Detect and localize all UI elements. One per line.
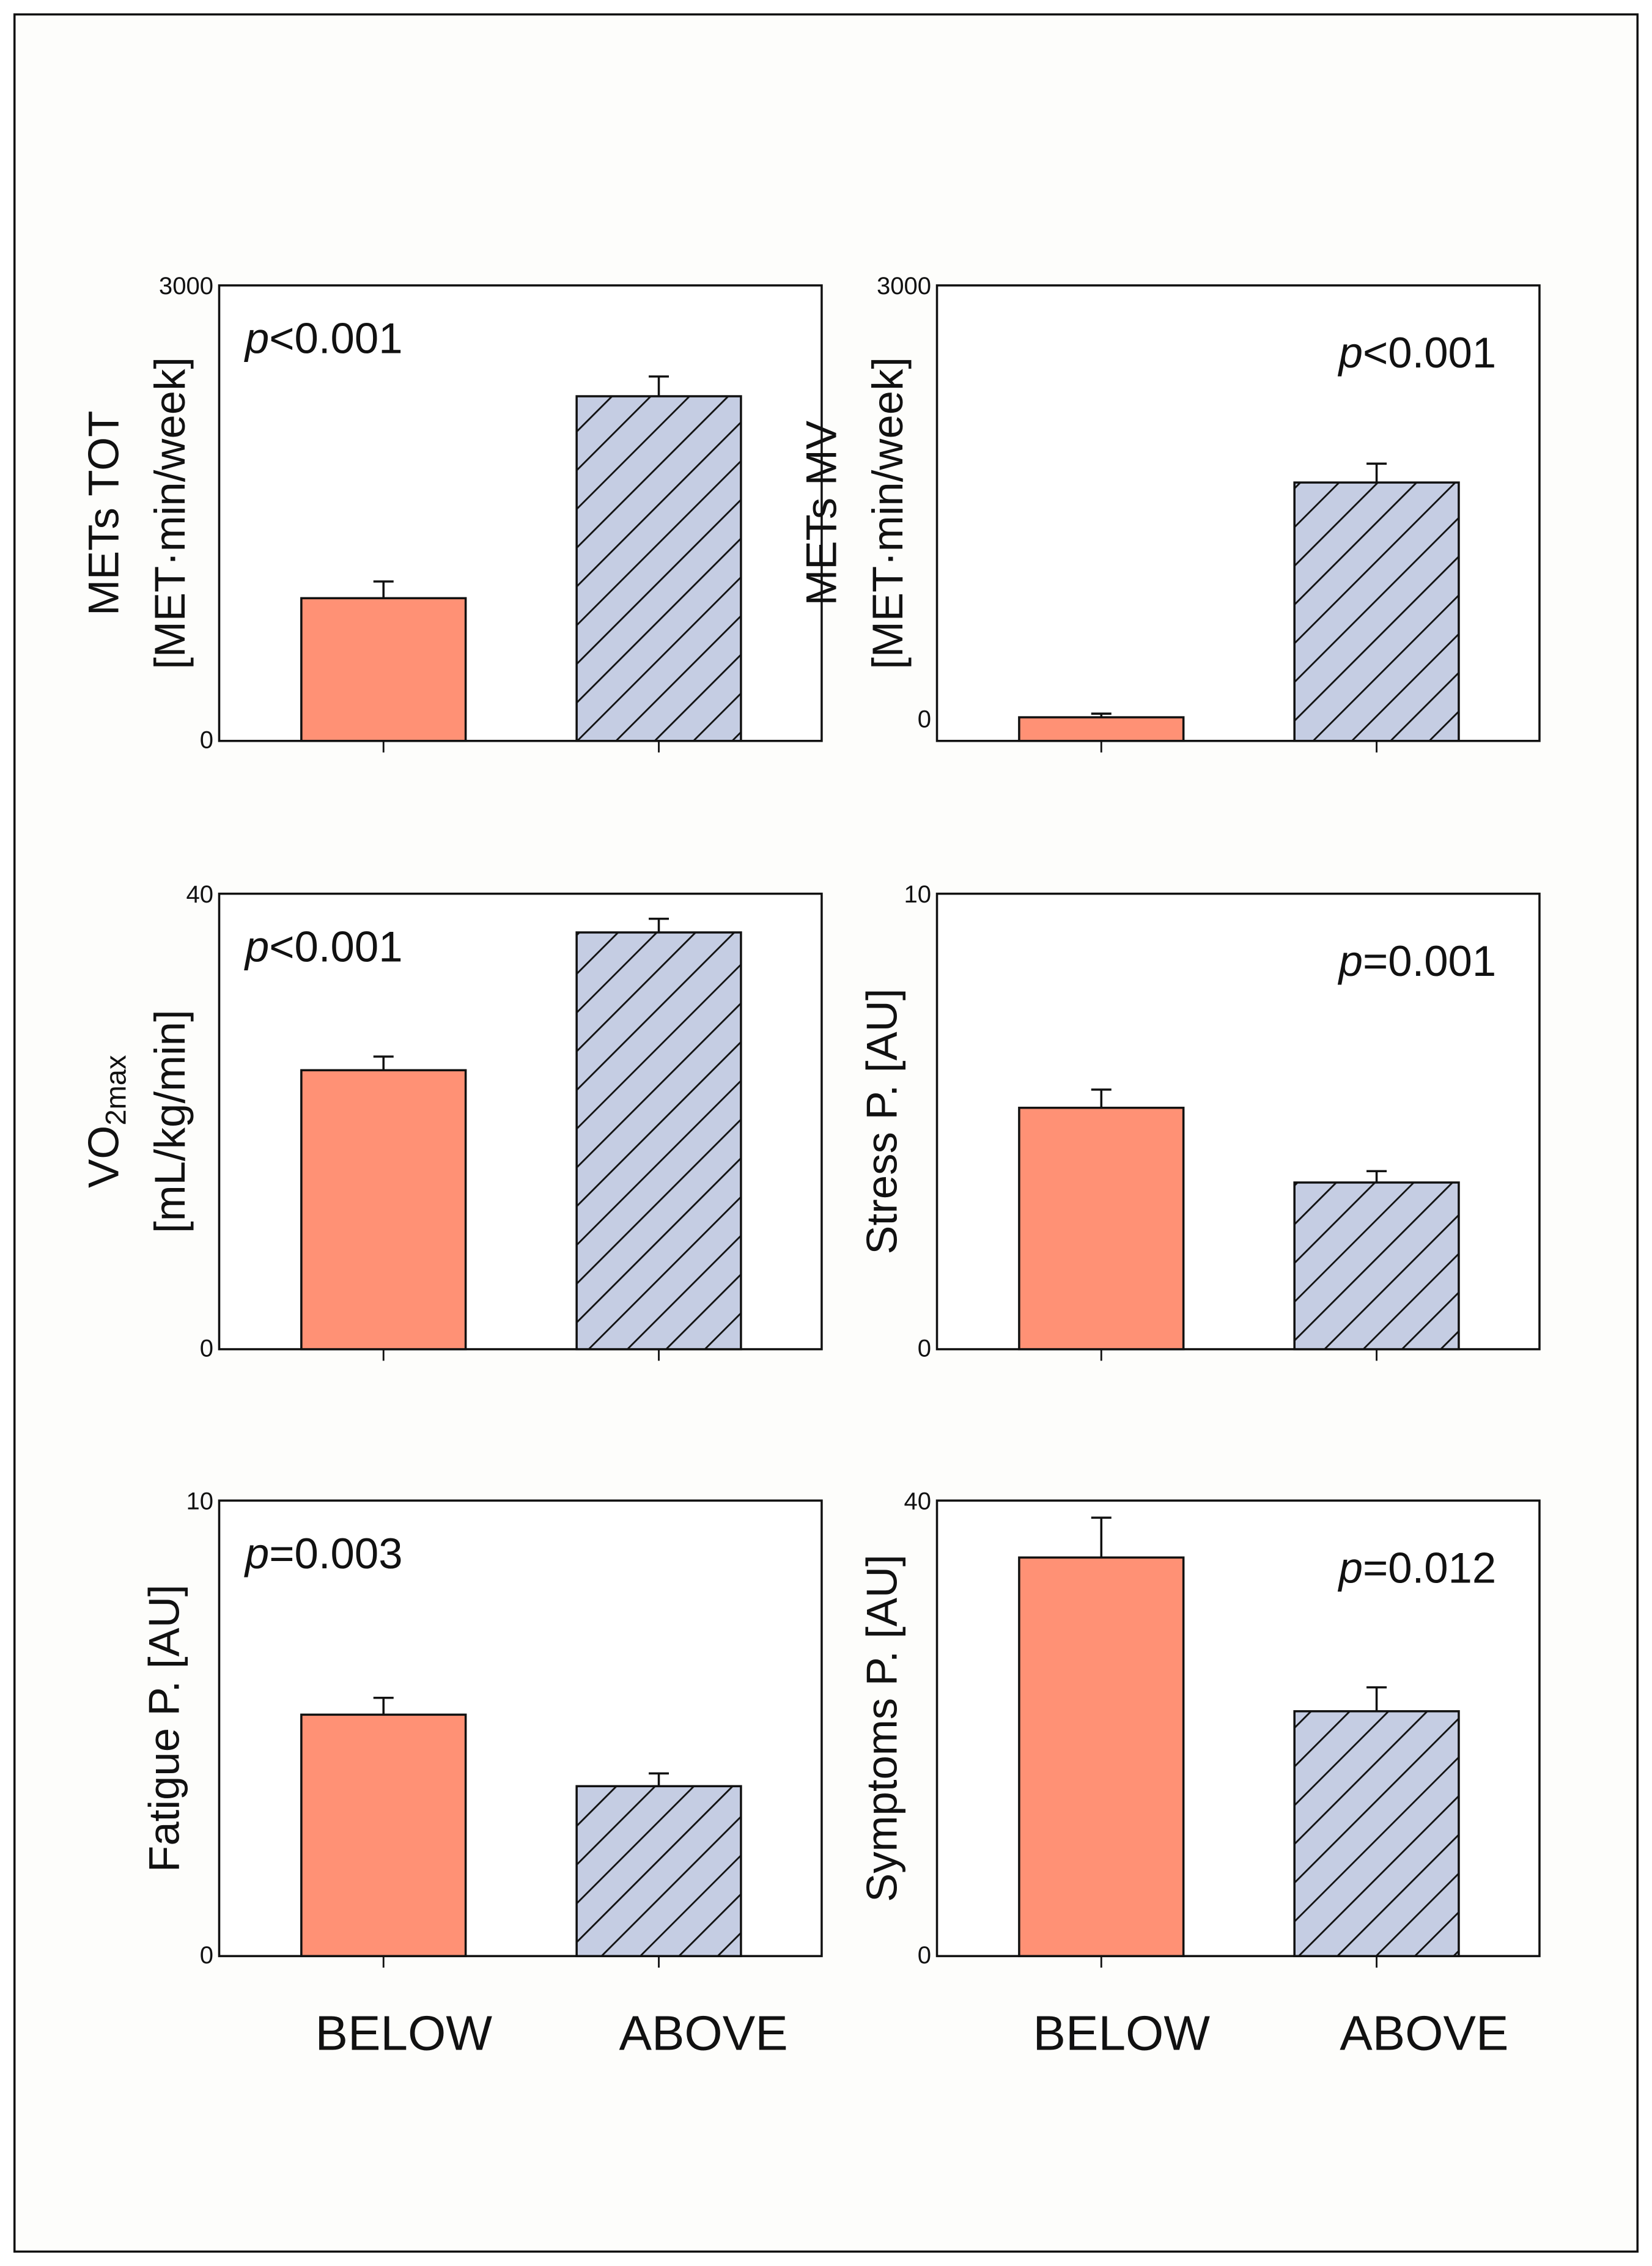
p-text: =0.003 [269, 1529, 402, 1578]
y-tick-label: 10 [186, 1488, 213, 1515]
y-axis-label: Symptoms P. [AU] [858, 1554, 906, 1902]
p-symbol: p [244, 922, 269, 970]
p-value: p=0.003 [244, 1529, 403, 1578]
y-tick-label: 10 [904, 881, 932, 908]
y-axis-unit: [MET·min/week] [146, 357, 194, 670]
bar-above [1293, 1710, 1460, 1957]
panel-5: 0 40 p=0.012 Symptoms P. [AU] [858, 1488, 1541, 1969]
y-tick-label: 0 [918, 706, 931, 733]
bar-above [575, 931, 742, 1351]
x-label-above-left: ABOVE [619, 2005, 788, 2060]
p-symbol: p [1338, 328, 1363, 377]
y-tick-label: 40 [186, 881, 213, 908]
y-tick-label: 3000 [877, 273, 931, 300]
x-label-below-left: BELOW [315, 2005, 493, 2060]
bar-above [575, 395, 742, 742]
y-tick-label: 0 [200, 1942, 213, 1969]
y-tick-label: 3000 [159, 273, 213, 300]
panel-0: 0 3000 p<0.001 METs TOT [MET·min/week] [79, 273, 823, 754]
y-axis-label-subscript: 2max [99, 1055, 131, 1126]
y-axis-label: METs TOT [79, 411, 127, 616]
p-value: p<0.001 [244, 314, 403, 363]
p-value: p<0.001 [1338, 328, 1497, 377]
p-text: <0.001 [1363, 328, 1496, 377]
y-tick-label: 0 [200, 1335, 213, 1362]
bar-below [1018, 716, 1185, 742]
panel-4: 0 10 p=0.003 Fatigue P. [AU] [139, 1488, 823, 1969]
y-axis-unit: [mL/kg/min] [146, 1009, 194, 1233]
p-symbol: p [1338, 937, 1363, 985]
y-tick-label: 40 [904, 1488, 932, 1515]
p-symbol: p [1338, 1544, 1363, 1592]
p-value: p=0.012 [1338, 1544, 1497, 1592]
bar-below [1018, 1107, 1185, 1351]
bar-below [1018, 1556, 1185, 1957]
panel-1: 0 3000 p<0.001 METs MV [MET·min/week] [797, 273, 1541, 753]
p-text: =0.001 [1363, 937, 1496, 985]
p-text: <0.001 [269, 922, 402, 970]
bar-above [575, 1785, 742, 1957]
y-tick-label: 0 [200, 727, 213, 754]
p-text: <0.001 [269, 314, 402, 363]
bar-below [300, 1713, 467, 1957]
bar-above [1293, 481, 1460, 742]
y-axis-label: Stress P. [AU] [858, 989, 906, 1255]
y-tick-label: 0 [918, 1335, 931, 1362]
bar-below [300, 597, 467, 742]
p-value: p<0.001 [244, 922, 403, 970]
y-tick-label: 0 [918, 1942, 931, 1969]
y-axis-unit: [MET·min/week] [863, 357, 912, 670]
x-label-below-right: BELOW [1033, 2005, 1211, 2060]
p-symbol: p [244, 314, 269, 363]
p-value: p=0.001 [1338, 937, 1497, 985]
y-axis-label: Fatigue P. [AU] [139, 1584, 188, 1872]
p-text: =0.012 [1363, 1544, 1496, 1592]
y-axis-label: VO2max [79, 1055, 131, 1188]
bar-above [1293, 1181, 1460, 1351]
p-symbol: p [244, 1529, 269, 1578]
panel-2: 0 40 p<0.001 VO2max [mL/kg/min] [79, 881, 823, 1362]
y-axis-label: METs MV [797, 421, 846, 606]
x-label-above-right: ABOVE [1340, 2005, 1508, 2060]
bar-below [300, 1069, 467, 1351]
panel-3: 0 10 p=0.001 Stress P. [AU] [858, 881, 1541, 1362]
